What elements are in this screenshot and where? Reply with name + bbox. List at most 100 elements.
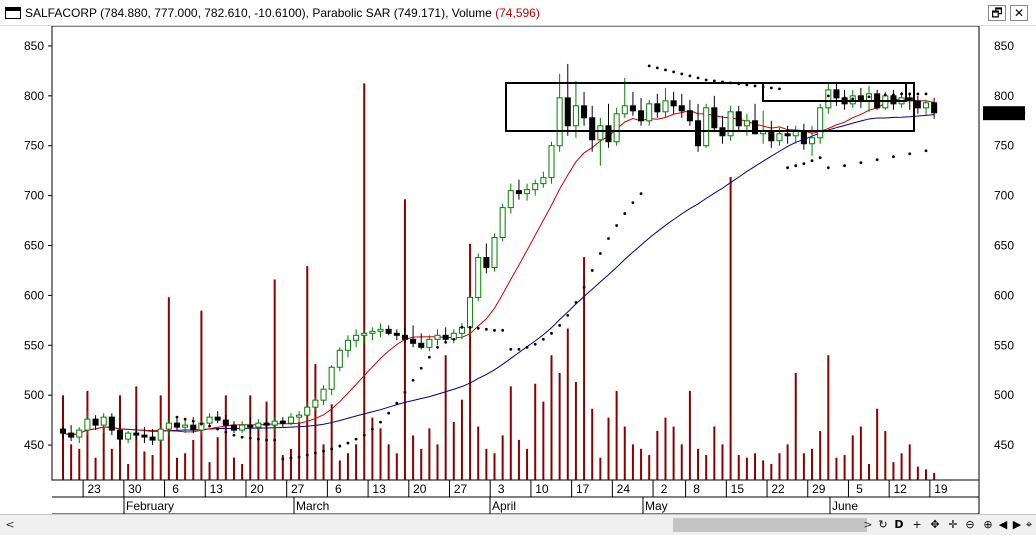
consolidation-box-small <box>762 82 907 102</box>
sar-dot <box>843 164 846 168</box>
candlestick <box>906 93 913 110</box>
refresh-icon[interactable]: ↻ <box>878 518 888 531</box>
scroll-left-arrow-icon[interactable]: < <box>5 518 15 531</box>
sar-dot <box>908 152 912 156</box>
candlestick <box>914 95 921 114</box>
sar-dot <box>688 74 692 78</box>
x-label-month-2: April <box>492 499 516 513</box>
candlestick <box>442 327 449 344</box>
candlestick <box>279 417 286 428</box>
candlestick <box>825 83 832 114</box>
last-price-badge-bg <box>983 106 1025 121</box>
x-label-day-21: 19 <box>934 482 948 496</box>
sar-dot <box>908 92 912 96</box>
candle-body <box>434 334 441 340</box>
y-tick-left-5: 700 <box>24 189 44 203</box>
y-tick-left-3: 600 <box>24 288 44 302</box>
scroll-right-arrow-icon[interactable]: > <box>863 518 873 531</box>
zoom-in-icon[interactable]: ⊕ <box>983 518 993 531</box>
chart-window-icon <box>5 7 21 19</box>
candle-body <box>125 432 132 440</box>
candlestick <box>328 365 335 396</box>
sar-dot <box>924 92 928 96</box>
candle-body <box>572 105 579 127</box>
candle-body <box>206 416 213 424</box>
candle-body <box>401 334 408 340</box>
candlestick <box>173 417 181 431</box>
sar-dot <box>460 325 464 329</box>
x-label-day-9: 27 <box>454 482 468 496</box>
x-label-day-19: 5 <box>856 482 863 496</box>
candlesticks <box>59 63 938 446</box>
candle-body <box>385 328 392 334</box>
volume-label: Volume <box>451 6 492 20</box>
sar-dot <box>680 72 684 76</box>
candle-body <box>377 328 384 332</box>
sar-dot <box>647 64 651 68</box>
candle-body <box>312 399 319 408</box>
candlestick <box>230 421 237 434</box>
sar-dot <box>427 355 431 359</box>
restore-window-button[interactable]: 🗗 <box>988 5 1006 21</box>
scrollbar-thumb[interactable] <box>673 518 867 532</box>
candlestick <box>271 417 278 431</box>
page-right-icon[interactable]: ▶ <box>1012 518 1022 531</box>
candle-body <box>890 95 897 105</box>
candlestick <box>752 103 759 135</box>
sar-dot <box>476 326 480 330</box>
sar-dot <box>240 435 244 439</box>
candlestick <box>336 347 343 372</box>
right-price-axis: 450 500 550 600 650 700 750 800 850 <box>994 39 1014 452</box>
candlestick <box>255 419 262 431</box>
x-label-day-7: 13 <box>372 482 386 496</box>
period-d-icon[interactable]: D <box>894 518 904 531</box>
crosshair-icon[interactable]: + <box>912 518 922 531</box>
candle-body <box>581 105 588 119</box>
sar-dot <box>558 323 562 327</box>
candlestick <box>703 103 710 148</box>
candle-body <box>646 103 653 122</box>
sar-dot <box>256 437 260 441</box>
candle-body <box>621 105 628 115</box>
x-label-day-5: 27 <box>291 482 305 496</box>
price-chart[interactable]: 450 500 550 600 650 700 750 800 850 450 500 550 600… <box>0 26 1036 514</box>
candle-body <box>605 125 612 143</box>
candlestick <box>214 411 221 424</box>
page-left-icon[interactable]: ◀ <box>998 518 1008 531</box>
candlestick <box>597 117 604 166</box>
candlestick <box>377 323 384 338</box>
candle-body <box>491 237 498 268</box>
candle-body <box>214 416 221 421</box>
candle-body <box>361 332 368 336</box>
candlestick <box>613 107 620 146</box>
sar-dot <box>232 433 236 437</box>
sar-dot <box>354 437 358 441</box>
candlestick <box>68 425 75 442</box>
candle-body <box>809 137 816 145</box>
candle-body <box>426 338 433 348</box>
sar-dot <box>867 95 871 99</box>
pan-icon[interactable]: ✛ <box>948 518 958 531</box>
candlestick <box>100 413 107 434</box>
candle-body <box>629 105 636 112</box>
sar-dot <box>419 366 423 370</box>
candle-body <box>410 338 417 344</box>
move-icon[interactable]: ✥ <box>930 518 940 531</box>
zoom-out-icon[interactable]: ⊖ <box>965 518 975 531</box>
candle-body <box>190 424 197 431</box>
sar-dot <box>200 422 203 426</box>
candle-body <box>133 432 140 436</box>
candlestick <box>524 183 531 201</box>
sar-dot <box>411 378 415 382</box>
close-window-button[interactable]: ✕ <box>1010 5 1028 21</box>
horizontal-scrollbar[interactable]: < > ↻ D + ✥ ✛ ⊖ ⊕ ◀ ▶ ⌖ <box>0 514 1036 535</box>
last-price-label: 782.610 <box>982 106 1026 120</box>
sar-dot <box>370 427 374 431</box>
candle-body <box>768 130 775 142</box>
moving-averages <box>62 98 935 436</box>
sar-dot <box>900 92 903 96</box>
candlestick <box>475 253 482 302</box>
candle-body <box>467 296 474 328</box>
candlestick <box>287 413 294 426</box>
zoom-icon[interactable]: ⌖ <box>1025 518 1033 531</box>
